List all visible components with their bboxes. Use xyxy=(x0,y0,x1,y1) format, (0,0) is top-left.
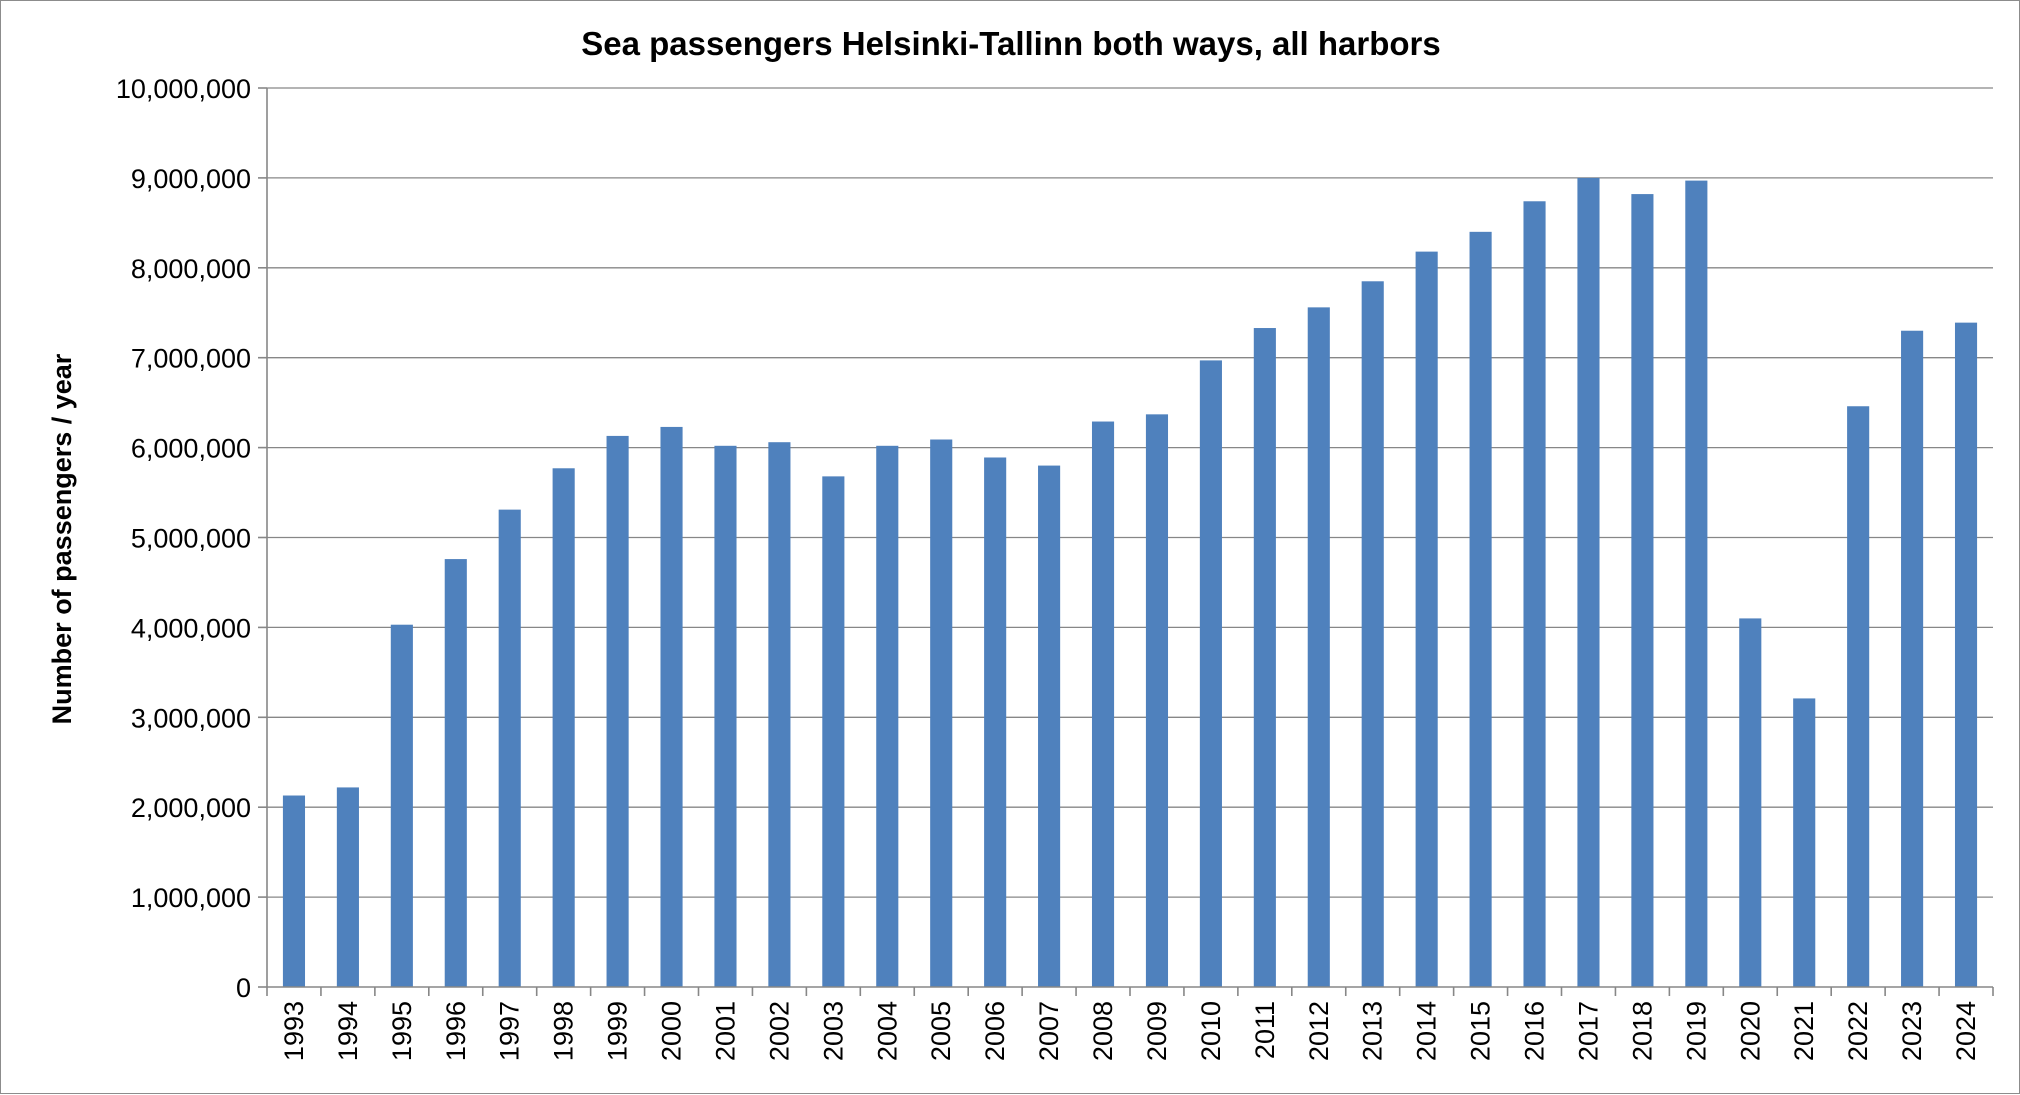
bar-2019 xyxy=(1685,180,1708,988)
x-tick-label: 2003 xyxy=(818,1001,848,1061)
bar-2011 xyxy=(1253,328,1276,988)
x-tick-label: 2018 xyxy=(1627,1001,1657,1061)
y-tick-label: 4,000,000 xyxy=(131,613,251,643)
bar-2017 xyxy=(1577,177,1600,987)
x-tick-label: 2020 xyxy=(1735,1001,1765,1061)
y-tick-label: 10,000,000 xyxy=(116,74,251,104)
bar-1998 xyxy=(552,468,575,988)
x-tick-label: 1995 xyxy=(387,1001,417,1061)
bar-2018 xyxy=(1631,194,1654,987)
bar-2002 xyxy=(768,442,791,987)
x-tick-label: 1993 xyxy=(279,1001,309,1061)
x-tick-label: 2004 xyxy=(872,1001,902,1061)
y-tick-label: 5,000,000 xyxy=(131,524,251,554)
x-tick-label: 2014 xyxy=(1412,1001,1442,1061)
bar-2016 xyxy=(1523,201,1546,988)
y-tick-label: 6,000,000 xyxy=(131,434,251,464)
bar-1999 xyxy=(606,435,629,988)
bar-2006 xyxy=(984,457,1007,987)
bar-1996 xyxy=(444,559,467,987)
x-tick-label: 2012 xyxy=(1304,1001,1334,1061)
x-tick-label: 2019 xyxy=(1681,1001,1711,1061)
bar-2004 xyxy=(876,445,899,987)
bar-2010 xyxy=(1199,360,1222,988)
bar-1994 xyxy=(336,787,359,987)
bar-2024 xyxy=(1954,322,1978,987)
bar-2012 xyxy=(1307,307,1330,988)
y-tick-label: 1,000,000 xyxy=(131,883,251,913)
x-tick-label: 1996 xyxy=(441,1001,471,1061)
y-tick-label: 2,000,000 xyxy=(131,793,251,823)
bar-2003 xyxy=(822,476,845,987)
x-tick-label: 2001 xyxy=(710,1001,740,1061)
bars xyxy=(282,177,1978,988)
gridlines xyxy=(267,87,1993,898)
x-tick-label: 2000 xyxy=(657,1001,687,1061)
x-tick-label: 2013 xyxy=(1358,1001,1388,1061)
x-tick-label: 2015 xyxy=(1466,1001,1496,1061)
chart-title: Sea passengers Helsinki-Tallinn both way… xyxy=(581,25,1441,62)
x-tick-label: 2010 xyxy=(1196,1001,1226,1061)
bar-2005 xyxy=(930,439,953,987)
x-tick-label: 1998 xyxy=(549,1001,579,1061)
x-tick-label: 2024 xyxy=(1951,1001,1981,1061)
x-tick-label: 2017 xyxy=(1573,1001,1603,1061)
x-tick-label: 2022 xyxy=(1843,1001,1873,1061)
bar-2022 xyxy=(1847,406,1870,988)
bar-2007 xyxy=(1038,465,1061,988)
bar-2020 xyxy=(1739,618,1762,987)
y-tick-label: 7,000,000 xyxy=(131,344,251,374)
x-tick-label: 1997 xyxy=(495,1001,525,1061)
x-tick-label: 1994 xyxy=(333,1001,363,1061)
x-tick-label: 2021 xyxy=(1789,1001,1819,1061)
x-tick-label: 2011 xyxy=(1250,1001,1280,1059)
x-tick-label: 1999 xyxy=(603,1001,633,1061)
y-axis-label: Number of passengers / year xyxy=(47,353,77,724)
x-tick-label: 2007 xyxy=(1034,1001,1064,1061)
y-tick-label: 8,000,000 xyxy=(131,254,251,284)
bar-2001 xyxy=(714,445,737,987)
y-tick-label: 0 xyxy=(236,973,251,1003)
x-tick-label: 2008 xyxy=(1088,1001,1118,1061)
y-tick-label: 9,000,000 xyxy=(131,164,251,194)
bar-2014 xyxy=(1415,251,1438,988)
y-axis-ticks: 0 1,000,000 2,000,000 3,000,000 4,000,000 5,0… xyxy=(116,74,267,1003)
y-tick-label: 3,000,000 xyxy=(131,703,251,733)
bar-2013 xyxy=(1361,281,1384,987)
bar-1997 xyxy=(498,509,521,987)
x-tick-label: 2002 xyxy=(764,1001,794,1061)
bar-1995 xyxy=(390,624,413,987)
bar-2008 xyxy=(1091,421,1115,987)
x-tick-label: 2005 xyxy=(926,1001,956,1061)
bar-2023 xyxy=(1901,330,1924,988)
x-tick-label: 2016 xyxy=(1520,1001,1550,1061)
x-axis-ticks: 1993 1994 1995 1996 1997 1998 1999 2000 2001 2002… xyxy=(266,987,1994,1061)
bar-2000 xyxy=(660,426,683,988)
x-tick-label: 2006 xyxy=(980,1001,1010,1061)
bar-2021 xyxy=(1793,698,1816,987)
bar-2015 xyxy=(1469,231,1492,988)
x-tick-label: 2009 xyxy=(1142,1001,1172,1061)
bar-1993 xyxy=(282,795,306,987)
bar-2009 xyxy=(1145,414,1169,987)
x-tick-label: 2023 xyxy=(1897,1001,1927,1061)
